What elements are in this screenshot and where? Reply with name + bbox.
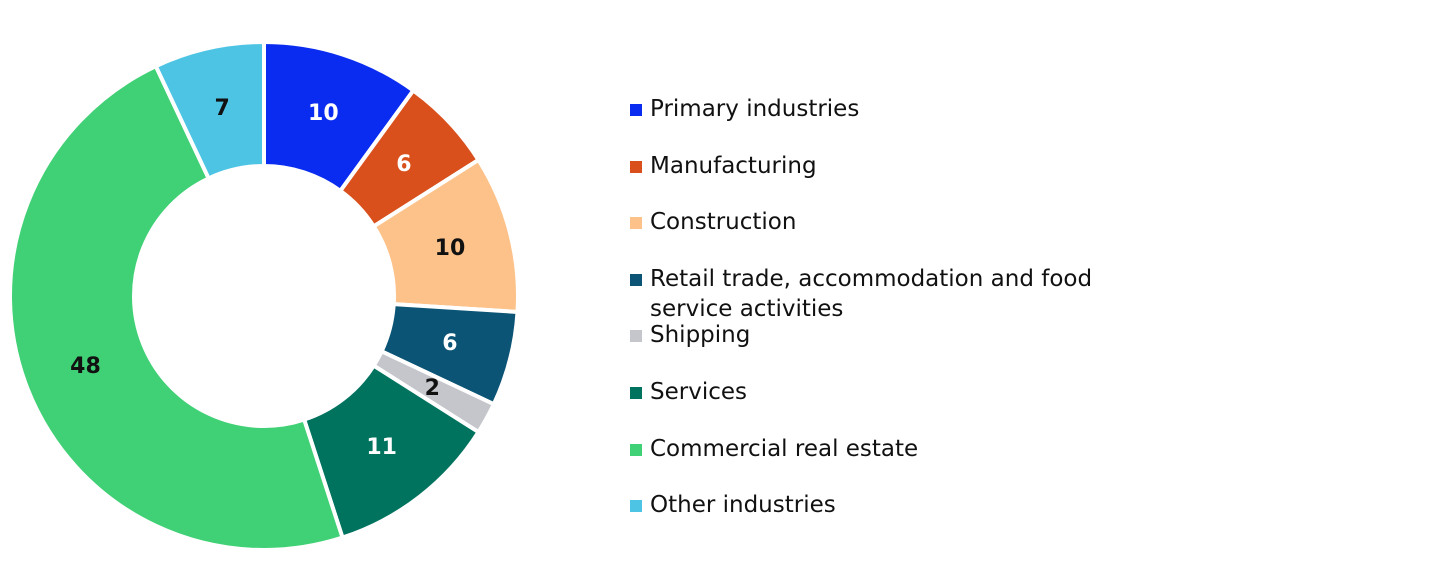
slice [153,39,266,182]
slice [8,63,346,552]
slice-label: 6 [396,152,411,177]
legend-swatch [630,387,642,399]
legend-item: Services [630,377,747,407]
slice-label: 11 [366,435,397,460]
legend-item: Manufacturing [630,151,817,181]
legend-swatch [630,217,642,230]
legend-item: Retail trade, accommodation and food ser… [630,264,1120,324]
slice-label: 2 [425,376,440,401]
legend-swatch [630,160,642,173]
legend-label: Retail trade, accommodation and food ser… [650,265,1093,322]
legend-label: Primary industries [650,96,860,122]
slice-label: 10 [308,101,339,126]
legend-swatch [630,500,642,513]
legend-item: Other industries [630,490,836,520]
slice-label: 7 [214,96,229,121]
legend-swatch [630,273,642,286]
slice-label: 48 [70,354,101,379]
legend-label: Other industries [650,492,836,519]
legend-item: Shipping [630,320,750,350]
legend-label: Manufacturing [650,152,817,179]
slice-label: 6 [442,331,457,356]
legend-label: Construction [650,209,797,236]
slice-label: 10 [435,236,466,261]
legend-swatch [630,443,642,456]
legend-label: Services [650,379,747,405]
legend-item: Primary industries [630,94,859,124]
legend-label: Shipping [650,322,751,349]
legend-label: Commercial real estate [650,435,919,462]
legend-item: Commercial real estate [630,434,918,464]
legend-item: Construction [630,207,796,237]
legend-swatch [630,104,642,116]
legend-swatch [630,330,642,343]
